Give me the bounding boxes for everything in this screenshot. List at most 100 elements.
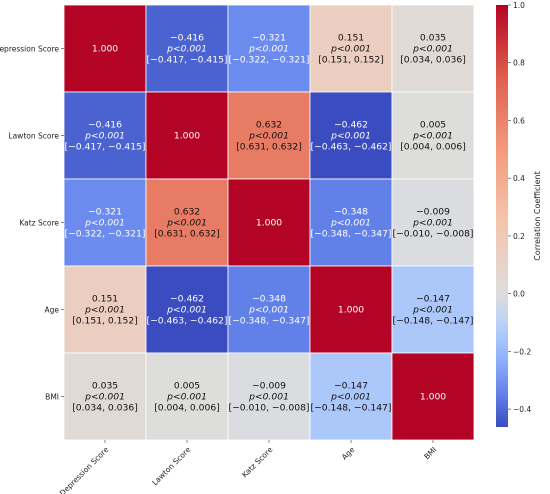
cell-label: [0.631, 0.632] xyxy=(236,142,302,153)
heatmap-cell xyxy=(227,265,311,354)
cell-label: −0.147 xyxy=(334,381,368,392)
colorbar: 1.0 0.8 0.6 0.4 0.2 0.0 −0.2 −0.4 Correlation C… xyxy=(496,1,542,427)
cell-label: 1.000 xyxy=(92,44,118,55)
heatmap-cell xyxy=(309,178,393,267)
cell-label: [−0.348, −0.347] xyxy=(310,229,391,240)
cell-label: −0.348 xyxy=(252,294,286,305)
cell-label: [−0.463, −0.462] xyxy=(146,316,227,327)
cell-label: [−0.417, −0.415] xyxy=(146,55,227,66)
heatmap-cell xyxy=(227,178,311,267)
heatmap-cell xyxy=(227,352,311,441)
cell-label: −0.009 xyxy=(416,207,450,218)
heatmap-cell xyxy=(145,178,229,267)
cell-label: [−0.348, −0.347] xyxy=(228,316,309,327)
colorbar-tick-label: −0.2 xyxy=(513,347,531,356)
cell-label: p<0.001 xyxy=(166,218,207,229)
colorbar-tick-label: 0.2 xyxy=(513,232,525,241)
x-tick-label: Depression Score xyxy=(58,445,111,494)
heatmap-cell xyxy=(391,4,475,93)
y-tick-label: BMI xyxy=(45,393,59,402)
cell-label: 1.000 xyxy=(338,305,364,316)
colorbar-tick-label: 0.8 xyxy=(513,59,525,68)
colorbar-tick-label: 0.0 xyxy=(513,290,525,299)
colorbar-tick-label: 1.0 xyxy=(513,1,525,10)
cell-label: p<0.001 xyxy=(248,44,289,55)
cell-label: 0.005 xyxy=(420,120,446,131)
heatmap-cell xyxy=(391,352,475,441)
heatmap-cell xyxy=(145,4,229,93)
colorbar-ticks: 1.0 0.8 0.6 0.4 0.2 0.0 −0.2 −0.4 xyxy=(508,1,531,414)
cell-label: 1.000 xyxy=(420,392,446,403)
heatmap-cell xyxy=(63,4,147,93)
heatmap-cell xyxy=(391,178,475,267)
y-axis-labels: Depression Score Lawton Score Katz Score Ag… xyxy=(0,45,64,402)
cell-label: [−0.463, −0.462] xyxy=(310,142,391,153)
cell-label: 1.000 xyxy=(256,218,282,229)
cell-label: −0.009 xyxy=(252,381,286,392)
cell-label: −0.462 xyxy=(334,120,368,131)
x-tick-label: BMI xyxy=(422,445,438,461)
cell-label: p<0.001 xyxy=(248,392,289,403)
cell-label: −0.416 xyxy=(170,33,204,44)
cell-label: 0.632 xyxy=(174,207,200,218)
cell-label: p<0.001 xyxy=(84,305,125,316)
y-tick-label: Depression Score xyxy=(0,45,59,54)
cell-label: [0.004, 0.006] xyxy=(400,142,466,153)
colorbar-tick-label: 0.4 xyxy=(513,174,525,183)
cell-label: −0.416 xyxy=(88,120,122,131)
heatmap-cell xyxy=(391,91,475,180)
cell-label: −0.147 xyxy=(416,294,450,305)
colorbar-gradient xyxy=(496,5,508,427)
cell-label: 0.151 xyxy=(92,294,118,305)
cell-label: p<0.001 xyxy=(330,218,371,229)
heatmap-cells: 1.000 −0.416 p<0.001 [−0.417, −0.415] −0.321… xyxy=(63,4,475,441)
heatmap-cell xyxy=(63,91,147,180)
cell-label: [−0.322, −0.321] xyxy=(64,229,145,240)
cell-label: p<0.001 xyxy=(412,305,453,316)
heatmap-cell xyxy=(63,352,147,441)
cell-label: 0.632 xyxy=(256,120,282,131)
colorbar-title: Correlation Coefficient xyxy=(533,171,542,261)
cell-label: p<0.001 xyxy=(412,44,453,55)
cell-label: [0.151, 0.152] xyxy=(318,55,384,66)
cell-label: −0.462 xyxy=(170,294,204,305)
cell-label: p<0.001 xyxy=(84,218,125,229)
cell-label: [0.631, 0.632] xyxy=(154,229,220,240)
heatmap-cell xyxy=(145,265,229,354)
x-axis-labels: Depression Score Lawton Score Katz Score Ag… xyxy=(58,440,438,494)
cell-label: p<0.001 xyxy=(330,131,371,142)
cell-label: [0.034, 0.036] xyxy=(72,403,138,414)
cell-label: p<0.001 xyxy=(166,305,207,316)
cell-label: p<0.001 xyxy=(166,392,207,403)
heatmap-cell xyxy=(391,265,475,354)
y-tick-label: Age xyxy=(44,306,59,315)
cell-label: 0.035 xyxy=(92,381,118,392)
cell-label: [−0.417, −0.415] xyxy=(64,142,145,153)
cell-label: −0.321 xyxy=(88,207,122,218)
heatmap-cell xyxy=(145,352,229,441)
cell-label: p<0.001 xyxy=(84,392,125,403)
cell-label: p<0.001 xyxy=(330,392,371,403)
heatmap-cell xyxy=(309,265,393,354)
colorbar-tick-label: −0.4 xyxy=(513,405,531,414)
cell-label: [−0.322, −0.321] xyxy=(228,55,309,66)
cell-label: p<0.001 xyxy=(248,305,289,316)
cell-label: p<0.001 xyxy=(248,131,289,142)
x-tick-label: Katz Score xyxy=(240,445,275,480)
y-tick-label: Lawton Score xyxy=(8,132,59,141)
cell-label: p<0.001 xyxy=(412,131,453,142)
cell-label: [0.034, 0.036] xyxy=(400,55,466,66)
cell-label: 0.035 xyxy=(420,33,446,44)
cell-label: [0.151, 0.152] xyxy=(72,316,138,327)
cell-label: 1.000 xyxy=(174,131,200,142)
cell-label: 0.005 xyxy=(174,381,200,392)
cell-label: [−0.148, −0.147] xyxy=(392,316,473,327)
cell-label: [−0.010, −0.008] xyxy=(392,229,473,240)
y-tick-label: Katz Score xyxy=(19,219,59,228)
x-tick-label: Age xyxy=(340,445,357,462)
cell-label: [−0.148, −0.147] xyxy=(310,403,391,414)
heatmap-cell xyxy=(227,91,311,180)
heatmap-cell xyxy=(227,4,311,93)
colorbar-tick-label: 0.6 xyxy=(513,116,525,125)
